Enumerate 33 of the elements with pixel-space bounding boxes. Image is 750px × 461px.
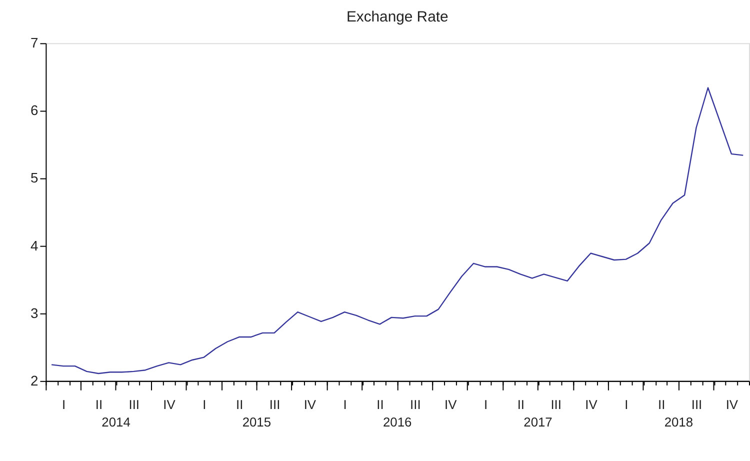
x-tick-label: II <box>517 397 525 412</box>
x-tick-label: IV <box>726 397 738 412</box>
x-tick-label: IV <box>304 397 316 412</box>
x-tick-label: IV <box>444 397 458 412</box>
x-tick-label: II <box>376 397 384 412</box>
x-tick-label: IV <box>163 397 176 412</box>
x-tick-label: III <box>550 397 562 412</box>
x-tick-label: I <box>343 397 347 412</box>
chart-title: Exchange Rate <box>346 9 448 26</box>
y-tick-label: 2 <box>30 372 39 388</box>
text: 2018 <box>664 414 694 430</box>
x-tick-label: I <box>202 397 206 412</box>
x-tick-label: IV <box>585 397 598 412</box>
x-tick-label: II <box>95 397 103 412</box>
text: 2014 <box>102 414 130 430</box>
x-tick-label: III <box>410 397 421 412</box>
y-tick-label: 6 <box>30 102 39 118</box>
x-tick-label: III <box>128 397 140 412</box>
line-series <box>50 87 744 374</box>
x-tick-label: III <box>691 397 702 412</box>
x-tick-label: II <box>658 397 666 412</box>
y-tick-label: 5 <box>30 170 39 186</box>
x-tick-label: I <box>484 397 488 412</box>
text: 2015 <box>242 414 272 430</box>
x-tick-label: I <box>624 397 628 412</box>
y-tick-label: 4 <box>30 237 39 254</box>
text: 2017 <box>524 414 552 430</box>
y-tick-label: 7 <box>30 34 39 51</box>
x-tick-label: I <box>62 397 66 412</box>
y-tick-label: 3 <box>30 304 39 321</box>
x-tick-label: II <box>236 397 244 412</box>
x-tick-label: III <box>269 397 280 412</box>
text: 2016 <box>382 414 412 430</box>
